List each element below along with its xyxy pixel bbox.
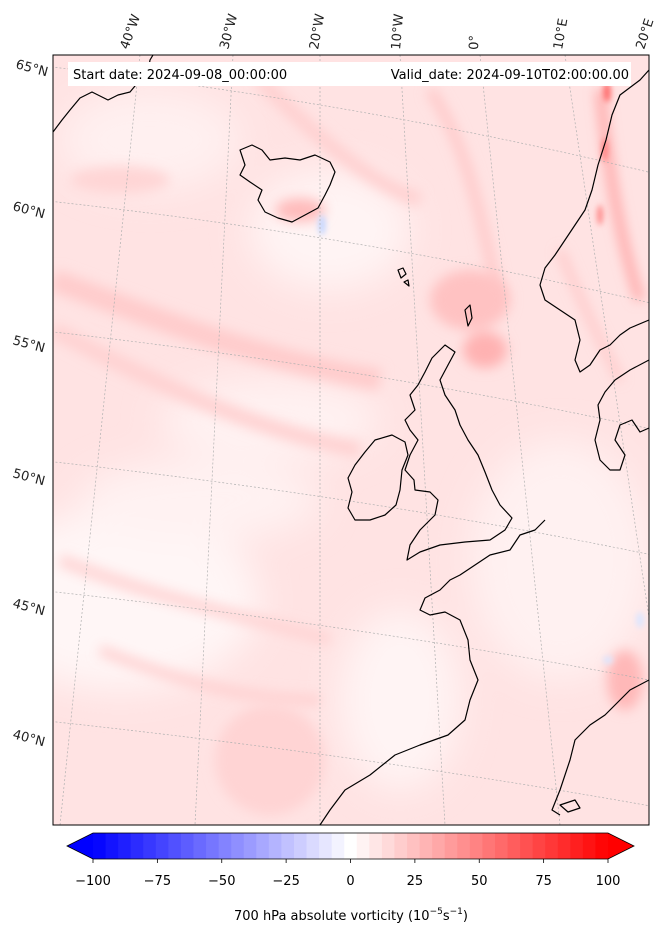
colorbar-cells (93, 833, 609, 859)
colorbar-ticks: −100 −75 −50 −25 0 25 50 75 100 (75, 859, 620, 889)
colorbar-tick-label: −25 (272, 874, 299, 889)
colorbar-low-extend-arrow (67, 833, 93, 859)
colorbar-cell (545, 833, 559, 859)
lon-label-40w: 40°W (118, 12, 144, 51)
colorbar-cell (331, 833, 345, 859)
colorbar-cell (432, 833, 446, 859)
colorbar-tick-label: −100 (75, 874, 111, 889)
map-frame (52, 54, 650, 826)
colorbar-cell (180, 833, 195, 859)
colorbar-cell (419, 833, 433, 859)
lon-label-20e: 20°E (634, 17, 658, 51)
colorbar-cell (105, 833, 119, 859)
colorbar-cell (407, 833, 421, 859)
colorbar-cell (344, 833, 358, 859)
colorbar-tick-label: 50 (471, 874, 488, 889)
date-banner (68, 62, 631, 86)
colorbar-cell (143, 833, 157, 859)
colorbar-cell (520, 833, 534, 859)
colorbar-cell (394, 833, 408, 859)
graticule (53, 55, 649, 825)
colorbar-cell (494, 833, 509, 859)
coastlines (53, 55, 649, 825)
colorbar-cell (193, 833, 207, 859)
longitude-labels: 40°W 30°W 20°W 10°W 0° 10°E 20°E (118, 12, 658, 51)
map-panel: Start date: 2024-09-08_00:00:00 Valid_da… (11, 12, 658, 826)
colorbar-cell (281, 833, 295, 859)
lat-label-50n: 50°N (11, 466, 47, 489)
lat-label-45n: 45°N (11, 596, 47, 619)
colorbar-title: 700 hPa absolute vorticity (10−5s−1) (234, 907, 468, 924)
latitude-labels: 65°N 60°N 55°N 50°N 45°N 40°N (11, 57, 50, 750)
lon-label-10w: 10°W (389, 13, 407, 50)
colorbar-tick-label: 100 (596, 874, 621, 889)
lat-label-55n: 55°N (11, 333, 47, 356)
lat-label-40n: 40°N (11, 727, 47, 750)
lon-label-30w: 30°W (217, 12, 241, 51)
colorbar-cell (118, 833, 132, 859)
colorbar-cell (457, 833, 471, 859)
great-britain-coast (404, 344, 513, 561)
colorbar-tick-label: 0 (346, 874, 354, 889)
colorbar-cell (243, 833, 257, 859)
lon-label-20w: 20°W (307, 13, 328, 51)
colorbar-high-extend-arrow (608, 833, 634, 859)
colorbar-cell (319, 833, 333, 859)
continent-coast (319, 519, 546, 825)
colorbar-cell (268, 833, 283, 859)
colorbar-cell (482, 833, 496, 859)
colorbar-cell (557, 833, 571, 859)
colorbar-cell (532, 833, 546, 859)
colorbar-cell (570, 833, 584, 859)
colorbar-cell (306, 833, 320, 859)
lon-label-10e: 10°E (551, 17, 571, 50)
colorbar-cell (293, 833, 308, 859)
colorbar-cell (130, 833, 144, 859)
start-date-label: Start date: 2024-09-08_00:00:00 (73, 68, 287, 83)
colorbar-cell (469, 833, 483, 859)
colorbar-cell (595, 833, 609, 859)
colorbar-cell (206, 833, 220, 859)
colorbar: −100 −75 −50 −25 0 25 50 75 100 700 hPa absolute… (66, 832, 635, 924)
colorbar-cell (155, 833, 169, 859)
colorbar-cell (218, 833, 232, 859)
colorbar-tick-label: −50 (208, 874, 235, 889)
colorbar-cell (93, 833, 107, 859)
norway-coast (539, 69, 649, 373)
colorbar-cell (381, 833, 396, 859)
colorbar-cell (582, 833, 597, 859)
ireland-coast (347, 434, 409, 521)
lat-label-60n: 60°N (11, 199, 47, 222)
colorbar-cell (369, 833, 383, 859)
colorbar-cell (168, 833, 182, 859)
iceland-coast (239, 144, 336, 223)
colorbar-cell (444, 833, 458, 859)
colorbar-cell (231, 833, 245, 859)
lon-label-0: 0° (467, 35, 483, 50)
valid-date-label: Valid_date: 2024-09-10T02:00:00.00 (391, 68, 629, 83)
colorbar-cell (256, 833, 270, 859)
colorbar-tick-label: 75 (535, 874, 552, 889)
colorbar-tick-label: −75 (144, 874, 171, 889)
lat-label-65n: 65°N (14, 57, 50, 80)
colorbar-tick-label: 25 (407, 874, 424, 889)
colorbar-cell (507, 833, 521, 859)
colorbar-cell (356, 833, 370, 859)
vorticity-field (53, 55, 649, 825)
